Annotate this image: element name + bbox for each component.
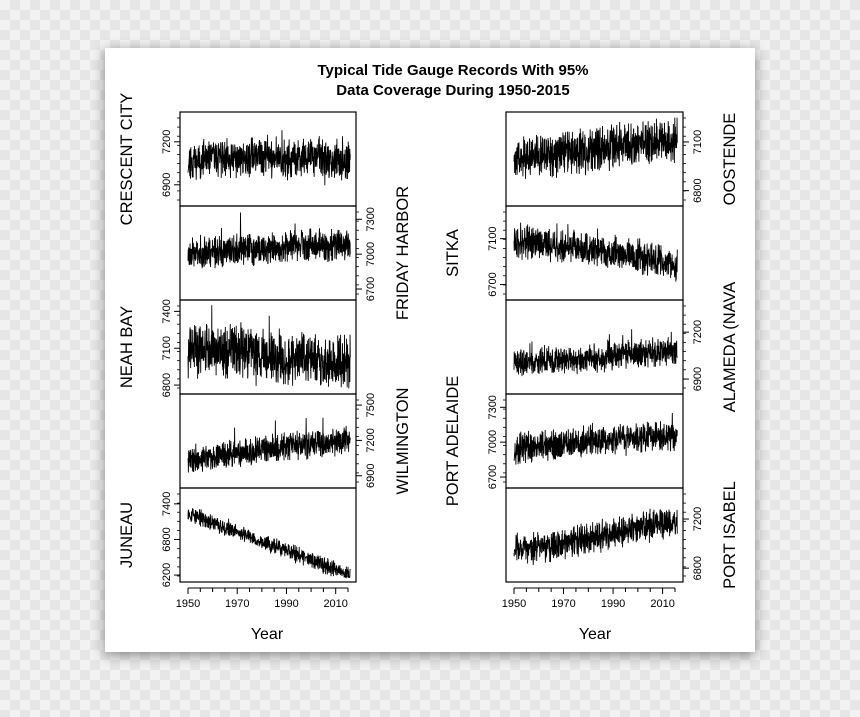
y-tick-label: 6200 (161, 563, 173, 587)
series-line (513, 117, 678, 179)
y-tick-label: 6900 (365, 464, 377, 488)
y-tick-label: 7400 (161, 299, 173, 323)
y-tick-label: 7100 (487, 226, 499, 250)
panel-name-label: NEAH BAY (118, 306, 136, 388)
y-tick-label: 7100 (692, 130, 704, 154)
series-line (187, 305, 351, 389)
y-tick-label: 7200 (161, 130, 173, 154)
y-tick-label: 7000 (365, 242, 377, 266)
tide-gauge-figure: Typical Tide Gauge Records With 95% Data… (118, 62, 739, 643)
x-tick-label: 1990 (601, 598, 625, 610)
y-tick-label: 7200 (692, 320, 704, 344)
figure-card: Typical Tide Gauge Records With 95% Data… (105, 48, 755, 652)
y-tick-label: 7500 (365, 393, 377, 417)
y-tick-label: 6700 (487, 272, 499, 296)
panel-port-isabel: 6800 7200 PORT ISABEL (505, 481, 739, 589)
panel-name-label: OOSTENDE (721, 113, 739, 206)
chart-title: Typical Tide Gauge Records With 95% (317, 62, 588, 79)
panel-frame (179, 487, 357, 583)
panel-name-label: SITKA (444, 229, 462, 277)
panel-oostende: 6800 7100 OOSTENDE (505, 111, 739, 207)
y-tick-label: 6800 (692, 178, 704, 202)
y-tick-label: 6800 (161, 373, 173, 397)
panel-port-adelaide: 6700 7000 7300 PORT ADELAIDE (444, 376, 684, 507)
plot-area: 6900 7200 CRESCENT CITY 6700 7000 7300 FRIDAY … (118, 93, 739, 610)
panel-name-label: PORT ISABEL (721, 481, 739, 589)
x-axis-label-right: Year (579, 626, 612, 643)
series-line (187, 508, 351, 579)
panel-name-label: FRIDAY HARBOR (394, 186, 412, 320)
x-tick-label: 1950 (502, 598, 526, 610)
y-tick-label: 6900 (161, 173, 173, 197)
series-line (187, 417, 351, 473)
y-tick-label: 7300 (365, 207, 377, 231)
y-tick-label: 7200 (365, 428, 377, 452)
panel-name-label: ALAMEDA (NAVA (721, 282, 739, 413)
y-tick-label: 6700 (487, 465, 499, 489)
x-tick-label: 2010 (650, 598, 674, 610)
chart-subtitle: Data Coverage During 1950-2015 (336, 82, 569, 99)
y-tick-label: 6800 (692, 556, 704, 580)
x-tick-label: 1990 (274, 598, 298, 610)
series-line (513, 329, 678, 377)
panel-wilmington: 6900 7200 7500 WILMINGTON (179, 388, 412, 495)
series-line (187, 212, 351, 269)
y-tick-label: 7200 (692, 507, 704, 531)
series-line (513, 508, 678, 566)
y-tick-label: 6900 (692, 367, 704, 391)
panel-name-label: PORT ADELAIDE (444, 376, 462, 507)
panel-neah-bay: 6800 7100 7400 NEAH BAY (118, 299, 357, 397)
x-tick-label: 1950 (176, 598, 200, 610)
series-line (187, 130, 351, 186)
panel-frame (505, 487, 684, 583)
series-line (513, 413, 678, 465)
panel-name-label: CRESCENT CITY (118, 93, 136, 226)
panel-name-label: JUNEAU (118, 502, 136, 568)
panel-juneau: 6200 6800 7400 JUNEAU (118, 487, 357, 587)
y-tick-label: 7400 (161, 492, 173, 516)
panel-name-label: WILMINGTON (394, 388, 412, 495)
panel-sitka: 6700 7100 SITKA (444, 205, 684, 301)
y-tick-label: 7000 (487, 430, 499, 454)
y-tick-label: 6700 (365, 277, 377, 301)
x-tick-label: 2010 (323, 598, 347, 610)
y-tick-label: 7100 (161, 336, 173, 360)
y-tick-label: 7300 (487, 395, 499, 419)
series-line (513, 222, 678, 282)
y-tick-label: 6800 (161, 527, 173, 551)
x-axis-label-left: Year (251, 626, 284, 643)
x-tick-label: 1970 (551, 598, 575, 610)
panel-alameda-nava: 6900 7200 ALAMEDA (NAVA (505, 282, 739, 413)
x-tick-label: 1970 (225, 598, 249, 610)
